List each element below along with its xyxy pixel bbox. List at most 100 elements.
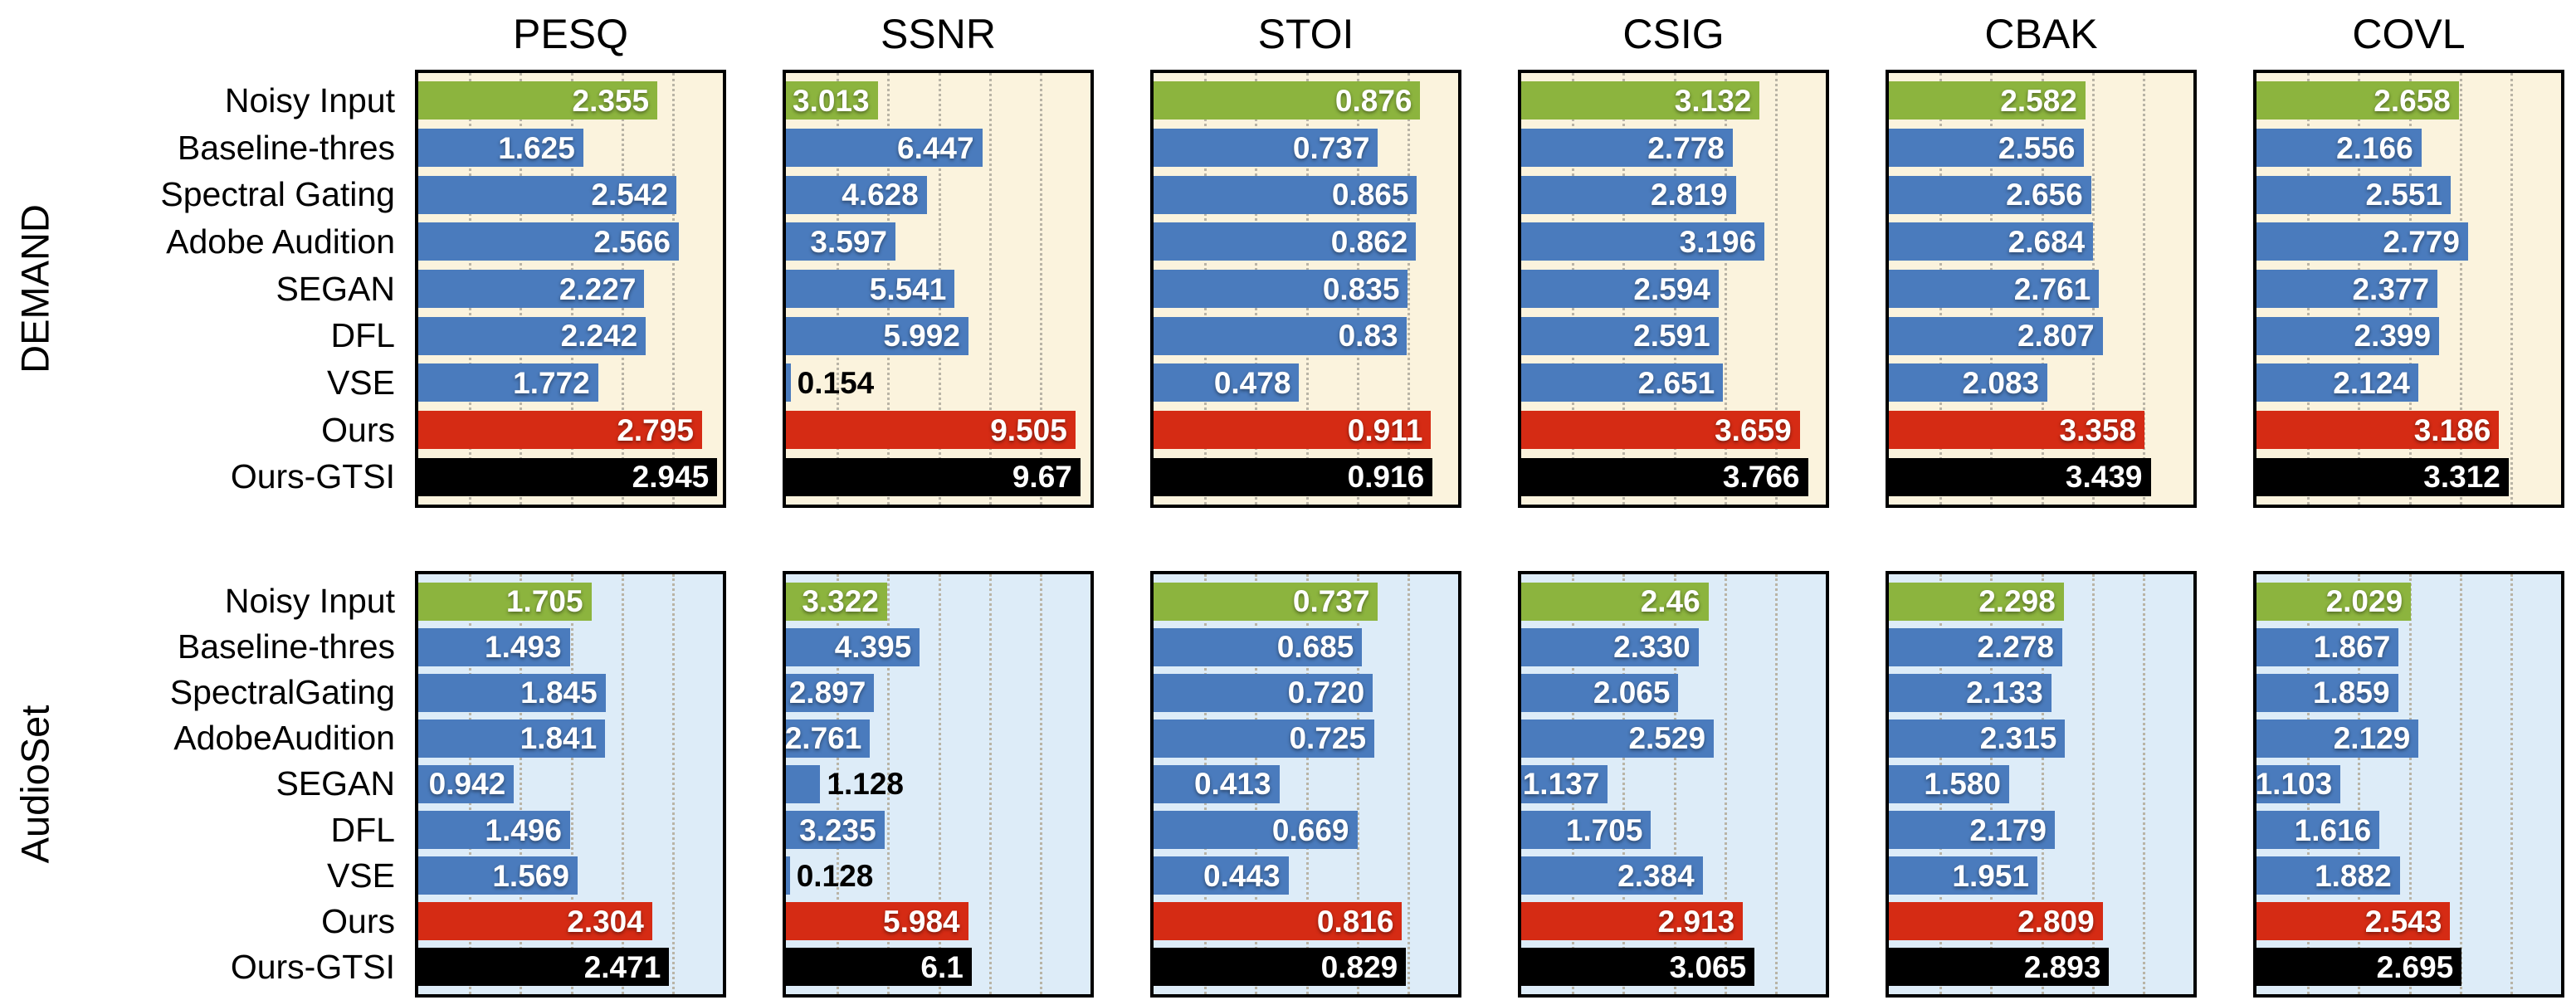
bar-ours-gtsi: 6.1 [786,948,972,987]
bar-value-label: 2.315 [1979,721,2057,756]
bar-value-label: 5.992 [883,319,960,354]
bar-dfl: 3.235 [786,811,885,850]
bar-row: 2.529 [1521,715,1826,761]
bar-spectral-gating: 2.656 [1889,175,2091,214]
bar-dfl: 0.83 [1154,316,1407,355]
bar-value-label: 0.725 [1289,721,1367,756]
bar-spectralgating: 2.133 [1889,673,2052,712]
bar-row: 1.493 [418,624,723,670]
bar-row: 2.278 [1889,624,2193,670]
bar-row: 5.541 [786,266,1090,313]
bar-value-label: 2.594 [1633,271,1710,306]
bar-value-label: 4.628 [842,178,919,212]
bar-adobe-audition: 2.779 [2256,222,2468,261]
bar-row: 1.772 [418,359,723,407]
bar-spectralgating: 2.897 [786,673,875,712]
bar-row: 0.862 [1154,218,1458,266]
chart-demand-ssnr: 3.013 6.447 4.628 3.597 5.541 5.992 0.154 9.505… [783,70,1094,508]
gridline [988,574,992,994]
bar-row: 5.984 [786,899,1090,944]
bar-row: 6.1 [786,944,1090,990]
bar-adobeaudition: 2.761 [785,719,871,758]
metric-title-csig: CSIG [1622,11,1725,57]
bar-value-label: 1.616 [2294,812,2372,847]
bar-baseline-thres: 1.625 [418,129,583,167]
bar-row: 2.471 [418,944,723,990]
gridline [887,574,890,994]
bar-value-label: 2.529 [1628,721,1706,756]
bar-adobeaudition: 2.529 [1521,719,1715,758]
bar-vse: 1.772 [418,363,598,402]
bar-row: 2.897 [786,670,1090,715]
gridline [671,73,675,505]
bar-noisy-input: 3.322 [786,582,887,621]
bar-row: 2.807 [1889,312,2193,359]
bar-dfl: 1.705 [1521,811,1651,850]
bar-row: 2.761 [785,715,1090,761]
bar-noisy-input: 2.298 [1889,582,2064,621]
bar-row: 2.809 [1889,899,2193,944]
bar-row: 5.992 [786,312,1090,359]
bar-row: 1.137 [1521,761,1826,807]
method-labels-audioset: Noisy Input Baseline-thres SpectralGating A… [0,571,405,998]
bar-row: 1.705 [1521,807,1826,853]
bar-row: 0.737 [1154,578,1458,624]
gridline [1305,574,1309,994]
bar-spectral-gating: 2.819 [1521,175,1736,214]
bar-value-label: 1.705 [1565,812,1643,847]
bar-row: 2.556 [1889,124,2193,172]
bar-dfl: 2.179 [1889,811,2055,850]
bar-segan: 1.103 [2255,764,2341,803]
gridline [938,574,941,994]
bar-value-label: 1.841 [520,721,598,756]
bar-row: 2.795 [418,407,723,454]
metric-title-pesq: PESQ [513,11,628,57]
bar-value-label: 2.778 [1647,130,1725,165]
bar-row: 1.705 [418,578,723,624]
bar-value-label: 0.942 [428,767,506,802]
bar-value-label: 6.447 [897,130,974,165]
bar-row: 1.867 [2256,624,2561,670]
bar-value-label: 2.819 [1651,178,1728,212]
bar-row: 2.330 [1521,624,1826,670]
bar-dfl: 2.399 [2256,316,2440,355]
bar-value-label: 0.737 [1292,584,1370,619]
bar-value-label: 3.312 [2423,460,2500,495]
bar-row: 0.835 [1154,266,1458,313]
bar-value-label: 2.384 [1617,858,1695,893]
bar-adobe-audition: 3.597 [786,222,895,261]
bar-row: 1.128 [786,761,1090,807]
bar-value-label: 0.685 [1276,630,1354,665]
bar-row: 1.496 [418,807,723,853]
bar-ours: 2.795 [418,411,702,450]
gridline [1622,574,1626,994]
bar-value-label: 0.720 [1287,676,1365,710]
bar-noisy-input: 0.737 [1154,582,1378,621]
chart-audioset-csig: 2.46 2.330 2.065 2.529 1.137 1.705 2.384 2.913 3… [1518,571,1829,998]
bar-row: 1.580 [1889,761,2193,807]
bar-spectral-gating: 4.628 [786,175,927,214]
gridline [988,73,992,505]
gridline [2510,574,2513,994]
bar-row: 1.841 [418,715,723,761]
bar-ours-gtsi: 2.945 [418,457,718,496]
bar-ours: 2.543 [2256,902,2451,941]
bar-value-label: 2.355 [572,83,650,118]
bar-value-label: 6.1 [920,949,964,984]
bar-value-label: 2.46 [1640,584,1700,619]
bar-baseline-thres: 6.447 [786,129,983,167]
bar-row: 3.322 [786,578,1090,624]
bar-value-label: 2.582 [2000,83,2077,118]
bar-value-label: 2.377 [2352,271,2430,306]
method-label-baseline-thres: Baseline-thres [177,128,395,167]
bar-segan: 0.413 [1154,764,1280,803]
bar-value-label: 1.103 [2255,767,2333,802]
chart-demand-stoi: 0.876 0.737 0.865 0.862 0.835 0.83 0.478 0.911 0… [1150,70,1461,508]
bar-row: 0.443 [1154,853,1458,899]
bar-value-label: 2.542 [591,178,668,212]
gridline [2510,73,2513,505]
bar-adobeaudition: 2.129 [2256,719,2419,758]
bar-noisy-input: 2.029 [2256,582,2412,621]
bar-noisy-input: 1.705 [418,582,592,621]
bar-segan: 2.594 [1521,270,1719,309]
